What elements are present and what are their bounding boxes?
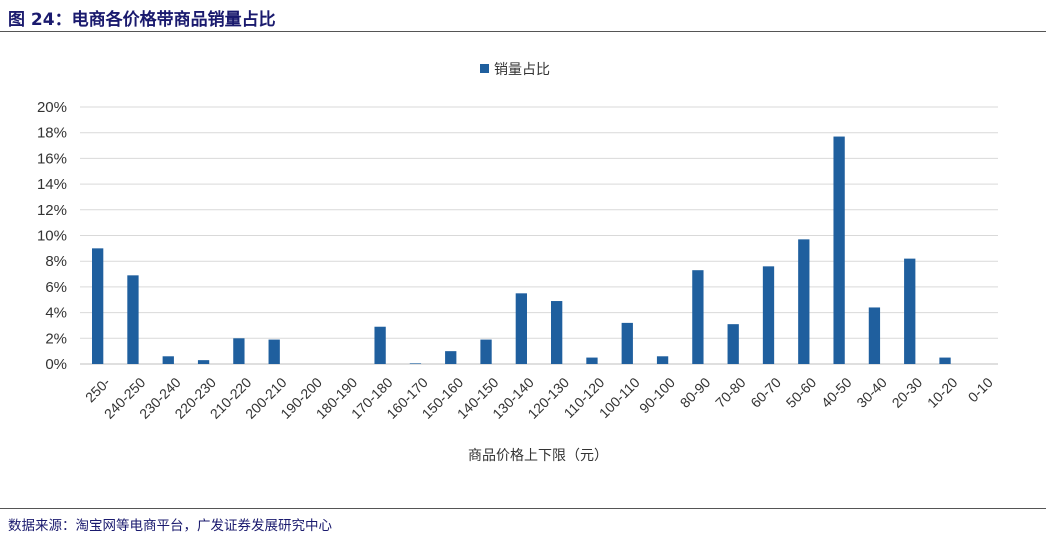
bar (162, 356, 174, 364)
bar (409, 363, 422, 364)
bar (197, 360, 210, 364)
legend-label: 销量占比 (494, 62, 550, 78)
source-note: 数据来源：淘宝网等电商平台，广发证券发展研究中心 (8, 518, 332, 534)
bar (551, 301, 563, 364)
y-tick-label: 2% (45, 330, 67, 347)
x-axis-ticks: 250-240-250230-240220-230210-220200-2101… (82, 374, 996, 422)
legend-swatch (480, 64, 489, 73)
bar (268, 339, 280, 364)
y-tick-label: 6% (45, 279, 67, 296)
bar (586, 357, 598, 364)
y-tick-label: 4% (45, 305, 67, 322)
y-tick-label: 20% (37, 99, 67, 116)
y-tick-label: 14% (37, 176, 67, 193)
footer-divider (0, 508, 1046, 509)
bar (833, 136, 845, 364)
bar (233, 338, 245, 364)
bar (92, 248, 104, 364)
x-tick-label: 0-10 (965, 374, 996, 405)
y-axis-ticks: 0% 2% 4% 6% 8% 10% 12% 14% 16% 18% 20% (37, 99, 67, 373)
x-tick-label: 60-70 (747, 374, 784, 411)
bar-chart: 0% 2% 4% 6% 8% 10% 12% 14% 16% 18% 20% 250-240-250… (37, 62, 998, 464)
legend: 销量占比 (480, 62, 550, 78)
figure-title: 图 24：电商各价格带商品销量占比 (8, 10, 276, 30)
bar (656, 356, 669, 364)
bar (621, 322, 633, 364)
bar (939, 357, 951, 364)
x-tick-label: 10-20 (924, 374, 961, 411)
x-tick-label: 40-50 (818, 374, 855, 411)
bar (762, 266, 775, 364)
bar (127, 275, 139, 364)
x-tick-label: 20-30 (889, 374, 926, 411)
bar (445, 351, 457, 364)
bar (727, 324, 739, 364)
x-tick-label: 250- (82, 374, 113, 405)
bar (692, 270, 704, 364)
x-tick-label: 30-40 (853, 374, 890, 411)
x-tick-label: 70-80 (712, 374, 749, 411)
x-tick-label: 80-90 (677, 374, 714, 411)
y-tick-label: 8% (45, 253, 67, 270)
x-axis-title: 商品价格上下限（元） (468, 448, 608, 464)
bar (374, 326, 386, 364)
y-tick-label: 10% (37, 228, 67, 245)
gridlines (80, 106, 998, 339)
x-tick-label: 90-100 (636, 374, 678, 416)
bar (480, 339, 492, 364)
bar (798, 239, 810, 364)
bar (904, 258, 916, 364)
bar-series (92, 136, 951, 364)
bar (515, 293, 527, 364)
bar (868, 307, 881, 364)
y-tick-label: 12% (37, 202, 67, 219)
x-tick-label: 50-60 (783, 374, 820, 411)
y-tick-label: 18% (37, 125, 67, 142)
y-tick-label: 16% (37, 150, 67, 167)
y-tick-label: 0% (45, 356, 67, 373)
title-divider (0, 31, 1046, 32)
